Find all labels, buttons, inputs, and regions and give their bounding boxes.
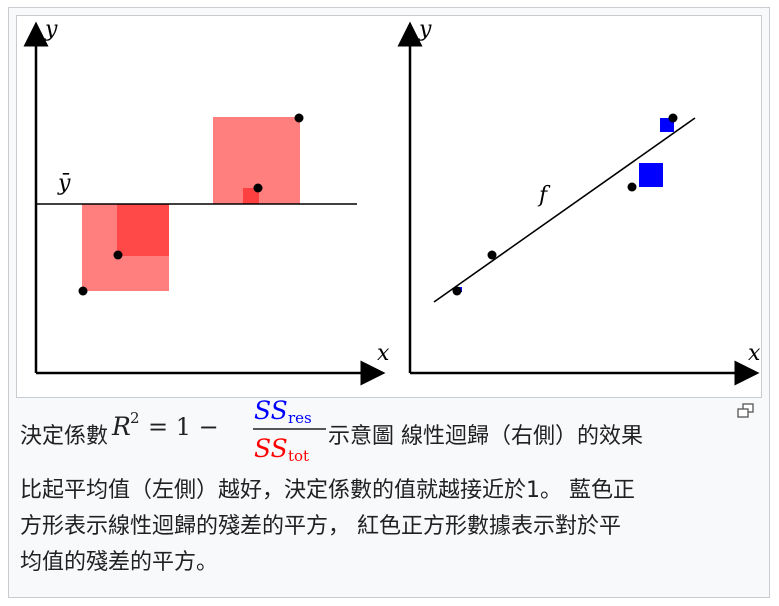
left-point-4 [294,113,304,123]
right-y-label: y [418,17,432,42]
right-point-2 [487,250,497,260]
formula-ss-res: SS [254,396,288,425]
formula-r: R [111,412,131,441]
formula-tot: tot [288,447,309,465]
regression-line [433,117,696,303]
caption-text-1b: 示意圖 線性迴歸（右側）的效果 [328,424,644,449]
caption-line-2: 比起平均值（左側）越好，決定係數的值就越接近於1。 藍色正 [20,478,635,503]
caption-line-1: 決定係數 R 2 = 1 − SS res SS tot 示意圖 線性迴歸（右側… [20,396,754,473]
caption-line-4: 均值的殘差的平方。 [20,550,219,575]
regression-label: f [537,183,551,208]
figure-image[interactable]: ȳ y x f [16,15,762,398]
formula-ss-tot: SS [254,434,288,463]
magnify-icon[interactable] [737,403,755,419]
r-squared-formula: R 2 = 1 − SS res SS tot [108,393,328,477]
formula-res: res [288,409,312,427]
formula-rhs: = 1 − [148,413,219,441]
mean-label: ȳ [57,171,71,196]
figure-thumbnail: ȳ y x f [8,7,770,598]
right-point-1 [452,286,462,296]
right-point-3 [627,182,637,192]
r-squared-diagram: ȳ y x f [23,17,761,386]
right-point-4 [668,113,678,123]
formula-exp: 2 [130,409,140,427]
caption-line-3: 方形表示線性迴歸的殘差的平方， 紅色正方形數據表示對於平 [20,514,621,539]
residual-square-1 [639,163,663,187]
left-panel-mean-model: ȳ y x [23,17,390,386]
left-point-1 [78,286,88,296]
left-point-3 [253,183,263,193]
left-x-label: x [377,341,390,366]
left-y-label: y [44,17,58,42]
total-square-small-bottom [117,204,169,256]
right-panel-regression-model: f y x [397,17,761,386]
figure-caption: 決定係數 R 2 = 1 − SS res SS tot 示意圖 線性迴歸（右側… [20,396,754,581]
total-square-small-top [243,188,259,204]
left-point-2 [113,250,123,260]
caption-text-1a: 決定係數 [20,424,109,449]
right-x-label: x [748,341,761,366]
